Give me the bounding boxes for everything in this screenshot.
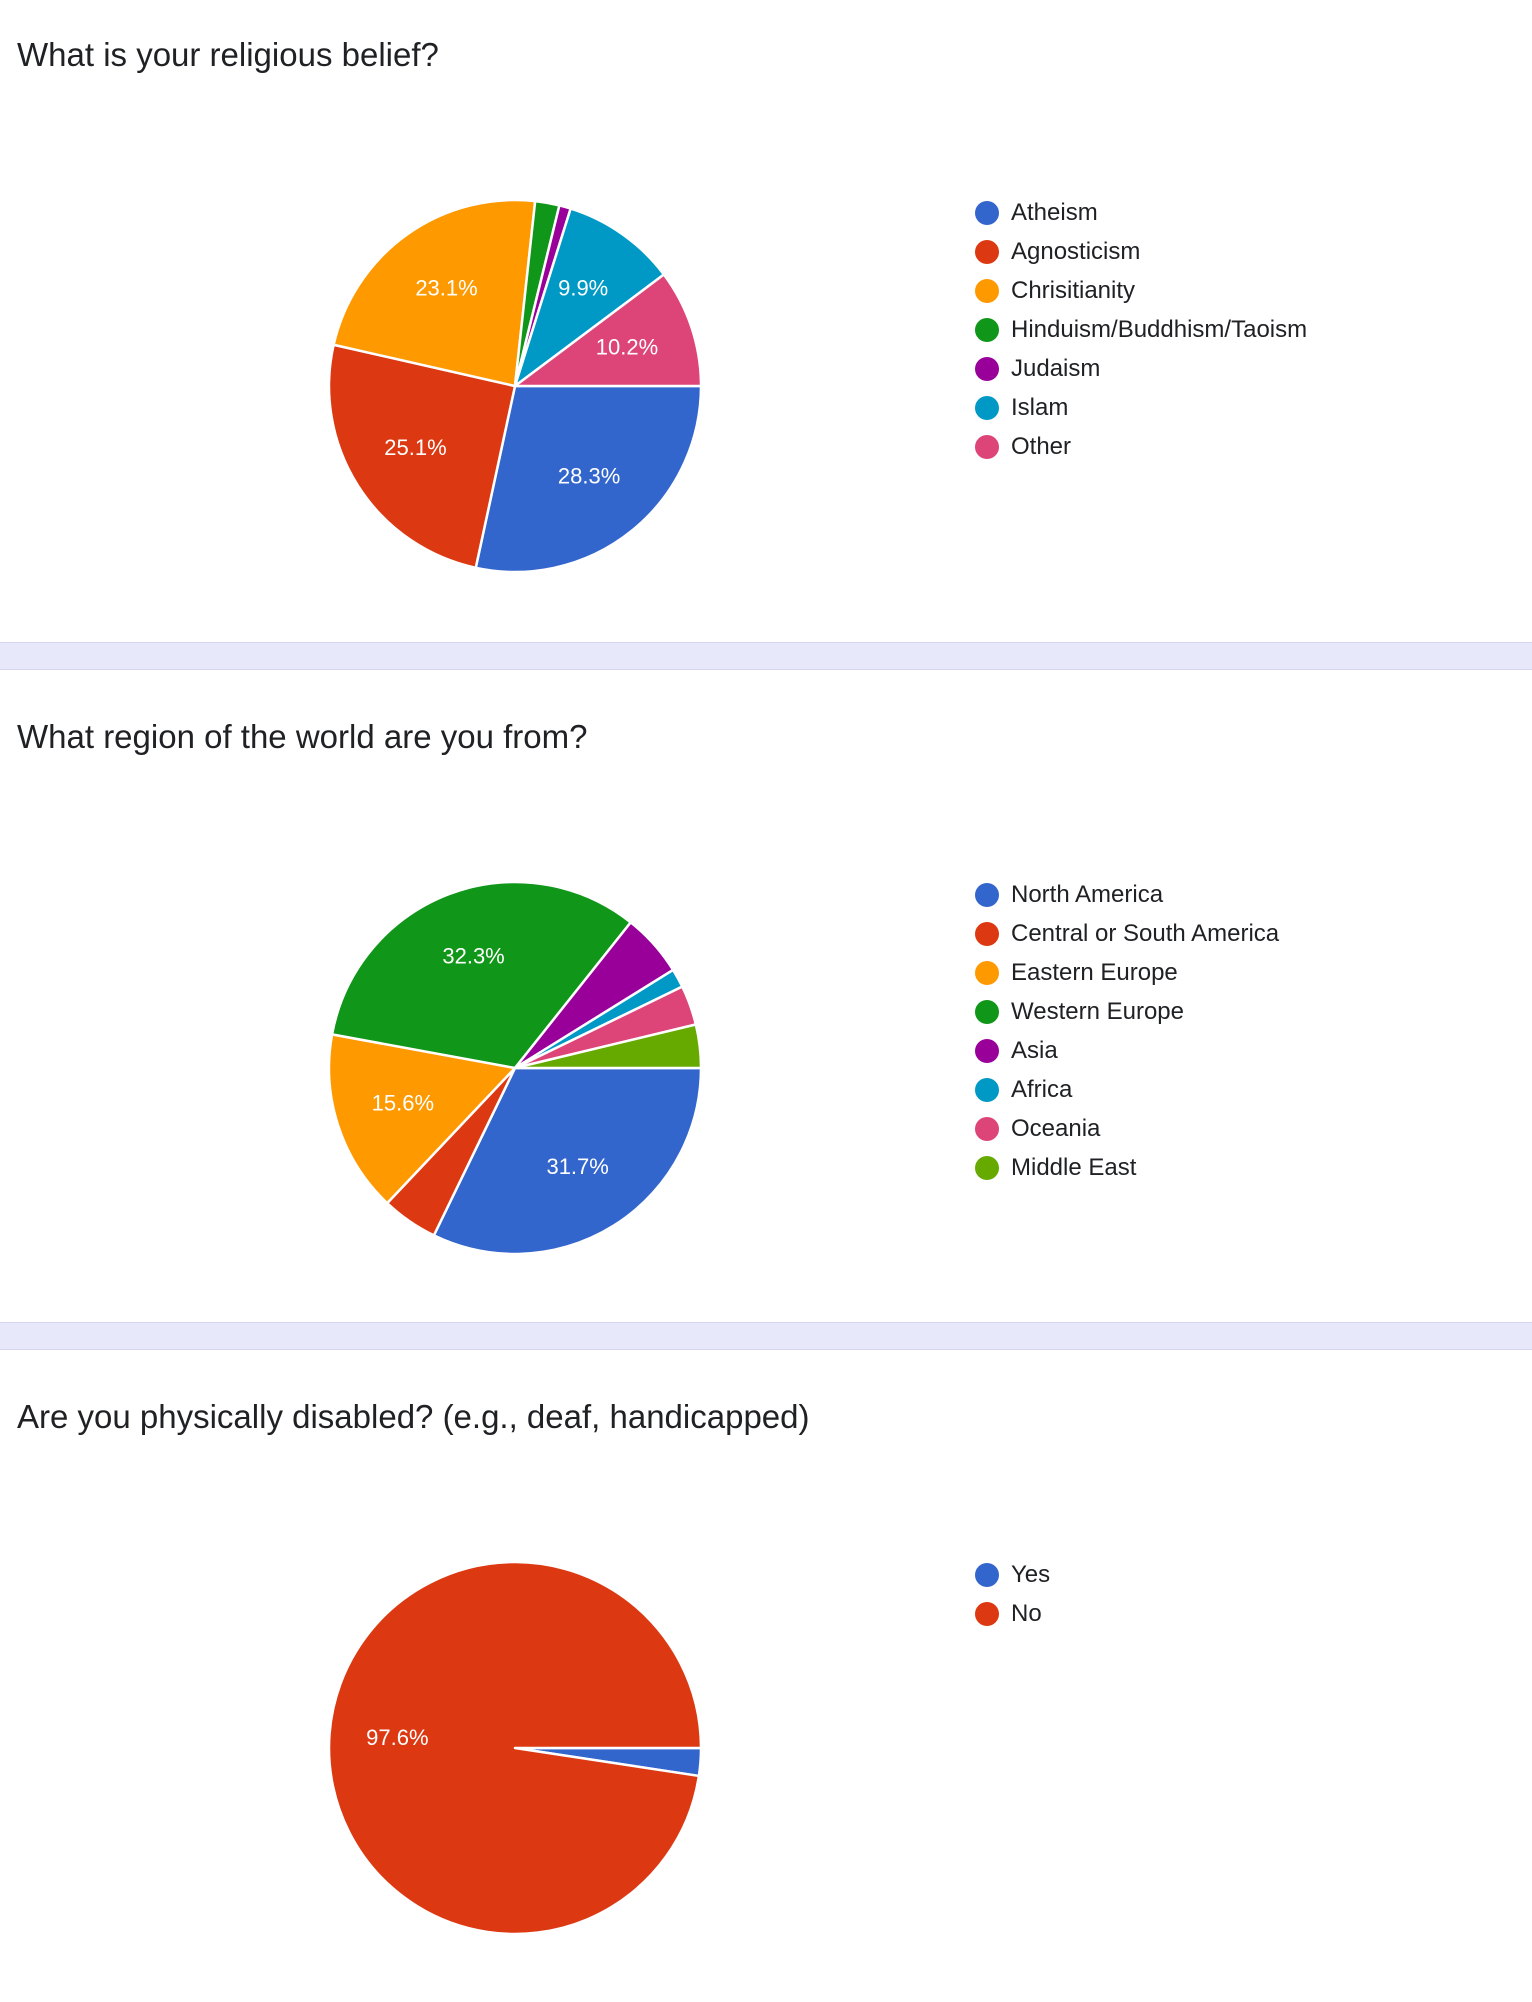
question-card-region: What region of the world are you from? 3… [0, 670, 1532, 1322]
legend-item-north-america: North America [975, 875, 1279, 914]
legend-swatch-icon [975, 356, 999, 381]
pie-slice-western-europe [330, 880, 632, 1070]
legend-label: Islam [1011, 393, 1069, 421]
pie-label-eastern-europe: 15.6% [372, 1090, 434, 1115]
legend-label: North America [1011, 880, 1164, 908]
legend-swatch-icon [975, 200, 999, 225]
legend-item-central-or-south-america: Central or South America [975, 914, 1279, 953]
legend-item-no: No [975, 1594, 1050, 1633]
pie-slice-chrisitianity [332, 198, 537, 388]
legend-item-middle-east: Middle East [975, 1148, 1279, 1187]
legend-label: Agnosticism [1011, 237, 1141, 265]
pie-label-atheism: 28.3% [558, 464, 620, 489]
legend-label: Judaism [1011, 354, 1101, 382]
legend-swatch-icon [975, 921, 999, 946]
pie-label-western-europe: 32.3% [442, 943, 504, 968]
legend-swatch-icon [975, 882, 999, 907]
legend-label: Africa [1011, 1075, 1073, 1103]
legend-label: No [1011, 1599, 1042, 1627]
pie-label-no: 97.6% [366, 1725, 428, 1750]
pie-label-chrisitianity: 23.1% [415, 276, 477, 301]
legend-region: North America Central or South America Eas… [975, 875, 1279, 1187]
legend-swatch-icon [975, 960, 999, 985]
legend-label: Yes [1011, 1560, 1051, 1588]
legend-item-eastern-europe: Eastern Europe [975, 953, 1279, 992]
question-title: What is your religious belief? [17, 36, 439, 73]
pie-slice-islam [513, 207, 666, 388]
legend-item-atheism: Atheism [975, 193, 1307, 232]
legend-swatch-icon [975, 1562, 999, 1587]
legend-label: Western Europe [1011, 997, 1184, 1025]
legend-item-yes: Yes [975, 1555, 1050, 1594]
legend-item-asia: Asia [975, 1031, 1279, 1070]
legend-disability: Yes No [975, 1555, 1050, 1633]
pie-label-other: 10.2% [596, 335, 658, 360]
question-title: What region of the world are you from? [17, 718, 588, 755]
pie-slice-north-america [432, 1066, 703, 1256]
legend-swatch-icon [975, 1155, 999, 1180]
legend-swatch-icon [975, 434, 999, 459]
legend-swatch-icon [975, 1601, 999, 1626]
legend-label: Other [1011, 432, 1072, 460]
pie-slice-eastern-europe [327, 1033, 517, 1205]
legend-item-other: Other [975, 427, 1307, 466]
legend-religion: Atheism Agnosticism Chrisitianity Hinduism/… [975, 193, 1307, 466]
legend-item-oceania: Oceania [975, 1109, 1279, 1148]
question-title: Are you physically disabled? (e.g., deaf… [17, 1398, 810, 1435]
legend-item-agnosticism: Agnosticism [975, 232, 1307, 271]
pie-label-agnosticism: 25.1% [384, 435, 446, 460]
legend-label: Oceania [1011, 1114, 1101, 1142]
legend-item-hinduism-buddhism-taoism: Hinduism/Buddhism/Taoism [975, 310, 1307, 349]
legend-swatch-icon [975, 999, 999, 1024]
pie-chart-region: 31.7% 15.6% 32.3% [327, 880, 703, 1256]
legend-label: Eastern Europe [1011, 958, 1178, 986]
pie-slice-agnosticism [327, 343, 517, 570]
legend-swatch-icon [975, 317, 999, 342]
legend-swatch-icon [975, 278, 999, 303]
pie-chart-religion: 28.3% 25.1% 23.1% 9.9% 10.2% [327, 198, 703, 574]
legend-swatch-icon [975, 239, 999, 264]
pie-slice-other [513, 273, 703, 388]
question-card-disability: Are you physically disabled? (e.g., deaf… [0, 1350, 1532, 2002]
legend-swatch-icon [975, 395, 999, 420]
legend-label: Atheism [1011, 198, 1098, 226]
legend-swatch-icon [975, 1077, 999, 1102]
pie-slice-middle-east [513, 1023, 703, 1070]
pie-label-islam: 9.9% [558, 276, 608, 301]
legend-item-islam: Islam [975, 388, 1307, 427]
legend-item-africa: Africa [975, 1070, 1279, 1109]
legend-label: Hinduism/Buddhism/Taoism [1011, 315, 1308, 343]
section-divider [0, 642, 1532, 670]
pie-slice-atheism [474, 384, 703, 574]
pie-chart-disability: 97.6% [327, 1560, 703, 1936]
legend-label: Central or South America [1011, 919, 1280, 947]
legend-swatch-icon [975, 1116, 999, 1141]
question-card-religion: What is your religious belief? 28.3% 25.1… [0, 0, 1532, 642]
legend-item-judaism: Judaism [975, 349, 1307, 388]
legend-item-western-europe: Western Europe [975, 992, 1279, 1031]
legend-label: Chrisitianity [1011, 276, 1136, 304]
pie-label-north-america: 31.7% [546, 1154, 608, 1179]
legend-swatch-icon [975, 1038, 999, 1063]
pie-slice-no [327, 1560, 703, 1936]
legend-label: Asia [1011, 1036, 1058, 1064]
legend-item-chrisitianity: Chrisitianity [975, 271, 1307, 310]
section-divider [0, 1322, 1532, 1350]
legend-label: Middle East [1011, 1153, 1137, 1181]
